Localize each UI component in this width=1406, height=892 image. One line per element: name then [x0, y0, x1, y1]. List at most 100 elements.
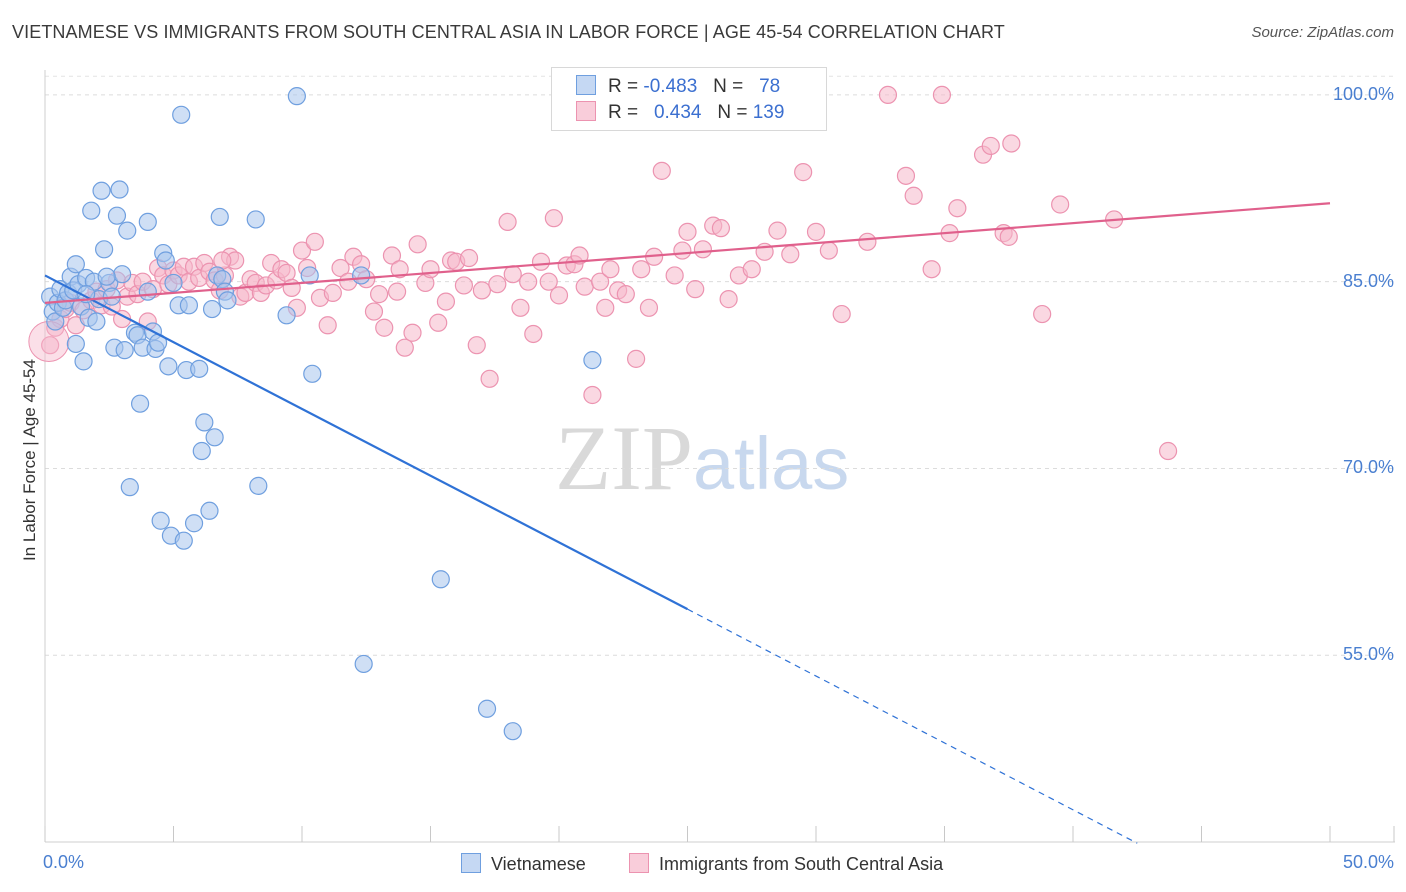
point-immigrants — [539, 272, 558, 291]
y-axis-label: In Labor Force | Age 45-54 — [20, 359, 39, 561]
point-vietnamese — [151, 511, 170, 530]
point-immigrants — [408, 235, 427, 254]
legend-swatch-immigrants — [576, 101, 596, 121]
y-tick-label: 55.0% — [1342, 644, 1394, 665]
point-immigrants — [878, 85, 898, 105]
point-immigrants — [454, 276, 474, 295]
point-vietnamese — [249, 476, 268, 495]
point-immigrants — [421, 260, 440, 279]
correlation-legend: R = -0.483 N = 78 R = 0.434 N = 139 — [551, 67, 827, 131]
gridlines — [45, 75, 1395, 656]
point-vietnamese — [130, 394, 150, 413]
point-vietnamese — [112, 265, 132, 284]
trend-line-immigrants — [44, 202, 1331, 304]
point-vietnamese — [205, 428, 224, 447]
watermark-zip: ZIP — [555, 407, 693, 509]
point-vietnamese — [300, 266, 319, 285]
point-vietnamese — [46, 312, 65, 331]
point-vietnamese — [156, 251, 175, 270]
point-immigrants — [305, 232, 324, 251]
point-vietnamese — [202, 299, 222, 319]
point-vietnamese — [74, 352, 93, 371]
y-tick-label: 100.0% — [1332, 83, 1394, 104]
point-vietnamese — [66, 334, 85, 354]
point-immigrants — [503, 265, 522, 284]
point-vietnamese — [107, 206, 127, 225]
point-vietnamese — [503, 722, 522, 741]
series-legend-immigrants: Immigrants from South Central Asia — [629, 853, 943, 875]
series-vietnamese-points — [41, 87, 602, 741]
legend-row-immigrants: R = 0.434 N = 139 — [576, 100, 784, 126]
point-vietnamese — [138, 212, 157, 232]
point-immigrants — [387, 282, 407, 301]
source-label: Source: ZipAtlas.com — [1251, 24, 1394, 41]
y-tick-label: 70.0% — [1342, 457, 1394, 478]
point-immigrants — [616, 285, 635, 304]
point-immigrants — [632, 260, 651, 279]
legend-row-vietnamese: R = -0.483 N = 78 — [576, 74, 780, 100]
point-immigrants — [480, 369, 499, 388]
point-immigrants — [403, 323, 422, 342]
trend-line-vietnamese — [44, 274, 689, 611]
point-immigrants — [999, 227, 1018, 246]
point-immigrants — [832, 304, 851, 324]
point-vietnamese — [120, 478, 139, 497]
point-vietnamese — [95, 240, 114, 259]
series-immigrants-points — [28, 85, 1178, 461]
point-vietnamese — [431, 570, 450, 589]
point-vietnamese — [164, 273, 183, 293]
point-immigrants — [673, 241, 692, 260]
legend-swatch-vietnamese — [576, 75, 596, 95]
point-immigrants — [395, 338, 414, 357]
point-immigrants — [819, 241, 838, 260]
point-vietnamese — [179, 296, 199, 315]
point-vietnamese — [172, 105, 191, 124]
point-vietnamese — [210, 207, 229, 227]
trend-lines — [44, 202, 1331, 844]
point-immigrants — [549, 286, 569, 305]
point-immigrants — [768, 221, 787, 240]
watermark: ZIPatlas — [555, 405, 849, 511]
x-tick-max: 50.0% — [1342, 852, 1394, 872]
point-immigrants — [544, 209, 563, 228]
point-vietnamese — [174, 531, 193, 550]
point-immigrants — [511, 298, 530, 317]
series-label-vietnamese: Vietnamese — [491, 854, 586, 874]
point-immigrants — [1051, 195, 1070, 214]
point-immigrants — [467, 336, 486, 355]
point-immigrants — [524, 324, 543, 344]
point-vietnamese — [218, 291, 237, 310]
point-immigrants — [652, 161, 671, 180]
point-vietnamese — [82, 201, 101, 220]
point-immigrants — [390, 260, 409, 279]
y-tick-label: 85.0% — [1342, 270, 1394, 291]
point-immigrants — [591, 272, 610, 291]
series-legend-vietnamese: Vietnamese — [461, 853, 586, 875]
point-vietnamese — [110, 180, 129, 199]
point-vietnamese — [200, 501, 219, 520]
point-vietnamese — [138, 282, 157, 301]
point-vietnamese — [303, 364, 322, 383]
point-immigrants — [472, 281, 491, 300]
point-immigrants — [806, 222, 826, 241]
point-vietnamese — [277, 306, 296, 325]
point-immigrants — [904, 186, 923, 205]
point-immigrants — [531, 252, 551, 271]
point-immigrants — [858, 232, 877, 251]
point-immigrants — [1002, 134, 1021, 153]
point-immigrants — [693, 240, 713, 259]
point-immigrants — [794, 163, 813, 182]
x-tick-min: 0.0% — [43, 852, 85, 872]
point-immigrants — [459, 248, 479, 268]
point-immigrants — [41, 336, 60, 355]
point-vietnamese — [92, 181, 111, 200]
point-immigrants — [318, 316, 337, 335]
point-vietnamese — [477, 699, 497, 718]
point-immigrants — [922, 260, 941, 279]
point-immigrants — [1158, 441, 1178, 461]
point-vietnamese — [87, 312, 106, 331]
point-vietnamese — [115, 341, 134, 360]
point-immigrants — [781, 245, 800, 264]
point-immigrants — [948, 199, 967, 218]
point-immigrants — [596, 298, 615, 317]
